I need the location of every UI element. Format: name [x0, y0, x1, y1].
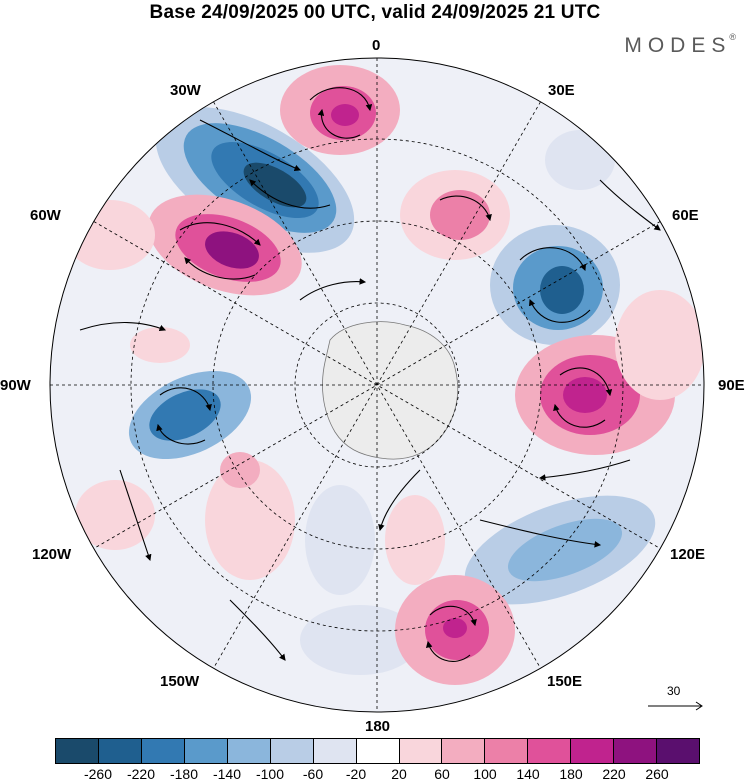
colorbar-swatch: [270, 739, 314, 763]
lon-label-60e: 60E: [672, 207, 699, 224]
colorbar-tick-label: -20: [345, 766, 367, 782]
lon-label-90e: 90E: [718, 377, 745, 394]
antarctica-landmass: [322, 321, 459, 460]
colorbar: [55, 738, 700, 764]
reference-vector-arrow-icon: [648, 701, 703, 711]
lon-label-150w: 150W: [160, 673, 200, 690]
lon-label-0: 0: [372, 37, 381, 54]
lon-label-30e: 30E: [548, 82, 575, 99]
colorbar-swatch: [442, 739, 486, 763]
lon-label-30w: 30W: [170, 82, 201, 99]
lon-label-150e: 150E: [547, 673, 583, 690]
colorbar-swatch: [184, 739, 228, 763]
brand-logo: MODES®: [624, 32, 738, 58]
colorbar-tick-label: 180: [559, 766, 583, 782]
colorbar-tick-label: -60: [302, 766, 324, 782]
lon-label-120w: 120W: [32, 546, 72, 563]
colorbar-tick-label: 260: [645, 766, 669, 782]
colorbar-swatch: [657, 739, 700, 763]
colorbar-swatch: [485, 739, 529, 763]
colorbar-tick-label: -180: [169, 766, 199, 782]
colorbar-tick-label: 140: [516, 766, 540, 782]
colorbar-tick-label: -140: [212, 766, 242, 782]
colorbar-tick-label: 20: [391, 766, 407, 782]
colorbar-tick-label: -220: [126, 766, 156, 782]
chart-title: Base 24/09/2025 00 UTC, valid 24/09/2025…: [149, 2, 601, 23]
colorbar-tick-label: 220: [602, 766, 626, 782]
colorbar-swatch: [614, 739, 658, 763]
colorbar-ticks: -260 -220 -180 -140 -100 -60 -20 20 60 100 140 180 2…: [55, 766, 700, 782]
brand-registered-mark: ®: [729, 32, 736, 42]
colorbar-swatch: [356, 739, 400, 763]
lon-label-60w: 60W: [30, 207, 61, 224]
brand-name: MODES: [624, 34, 732, 57]
lon-label-180: 180: [365, 718, 391, 735]
wind-streamlines: [79, 87, 661, 662]
colorbar-tick-label: 100: [473, 766, 497, 782]
colorbar-swatch: [571, 739, 615, 763]
reference-vector: 30: [645, 684, 705, 714]
colorbar-swatch: [56, 739, 99, 763]
colorbar-tick-label: -100: [255, 766, 285, 782]
positive-anomaly-field: [65, 65, 704, 685]
map-disc: [50, 58, 704, 712]
map-border: [49, 57, 705, 713]
colorbar-tick-label: 60: [434, 766, 450, 782]
lon-label-90w: 90W: [0, 377, 31, 394]
colorbar-swatch: [141, 739, 185, 763]
colorbar-swatch: [313, 739, 357, 763]
colorbar-swatch: [227, 739, 271, 763]
graticule: [50, 58, 704, 712]
colorbar-tick-label: -260: [83, 766, 113, 782]
colorbar-swatch: [98, 739, 142, 763]
colorbar-swatch: [528, 739, 572, 763]
lon-label-120e: 120E: [670, 546, 706, 563]
reference-vector-value: 30: [667, 684, 681, 698]
colorbar-swatch: [399, 739, 443, 763]
